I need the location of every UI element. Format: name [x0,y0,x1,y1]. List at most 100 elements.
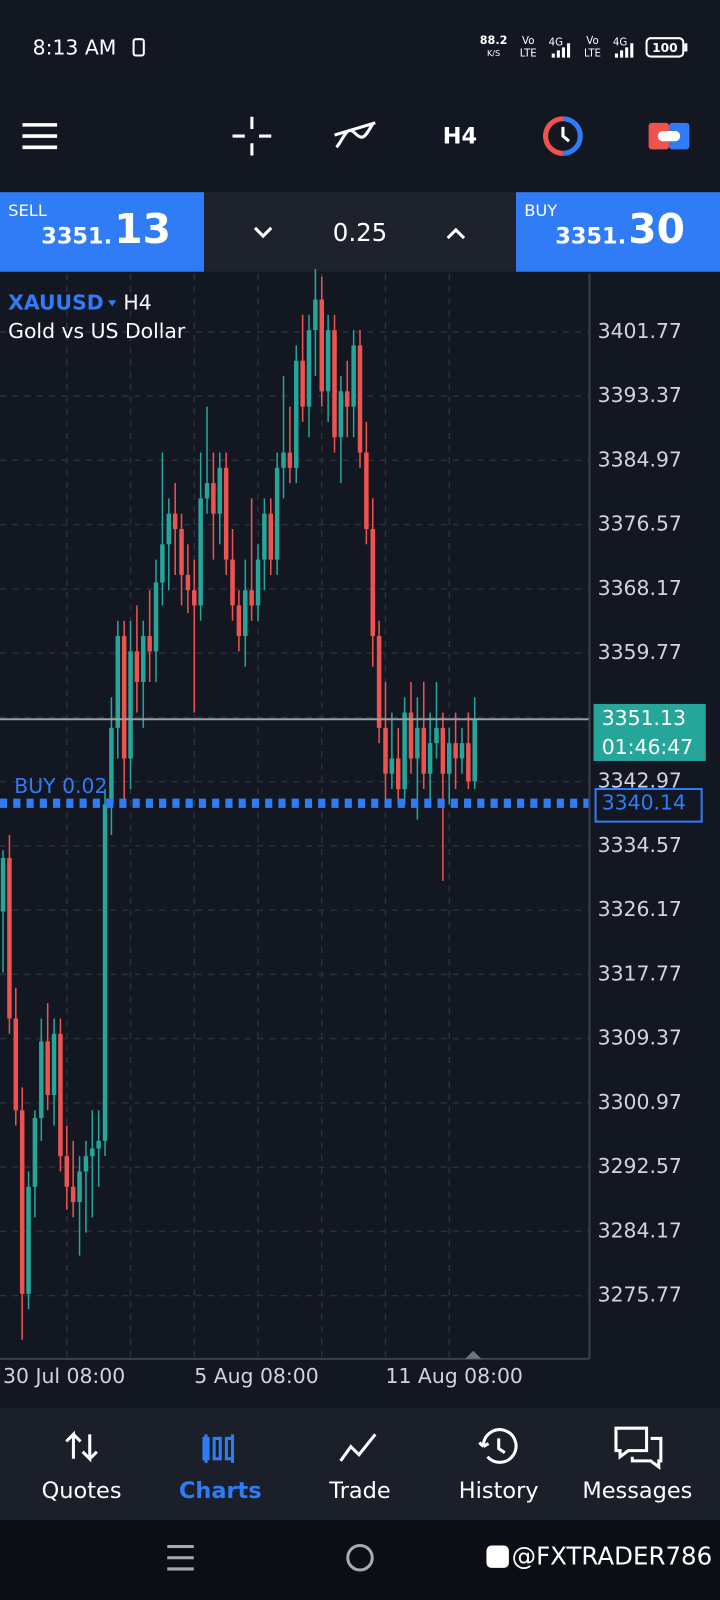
sim1-vo: Vo [522,36,534,47]
candle-body [389,758,395,774]
y-tick-label: 3342.97 [598,769,682,793]
candle-body [396,758,401,790]
candle-body [58,1033,63,1157]
candle-body [128,651,133,759]
y-tick-label: 3300.97 [598,1090,682,1114]
facebook-icon [486,1545,509,1568]
candle-body [472,719,477,782]
overlays: 3351.13 01:46:47 BUY 0.02 3340.14 [0,703,706,823]
candle-body [147,636,152,652]
candle-body [370,528,375,637]
candle-body [19,1110,25,1294]
y-tick-label: 3309.37 [598,1026,682,1050]
y-tick-label: 3317.77 [598,961,682,985]
candle-body [383,727,388,774]
candle-body [294,360,299,468]
candle-body [325,330,331,392]
candle-body [319,299,324,392]
candle-body [160,544,165,583]
watermark: @FXTRADER786 [512,1542,713,1571]
sell-price-main: 3351. [41,224,112,250]
candle-body [115,636,121,728]
trade-toggle-button[interactable] [648,122,690,150]
nav-item[interactable]: Trade [328,1478,390,1504]
system-nav: @FXTRADER786 [0,1520,720,1600]
candle-body [90,1148,95,1157]
candle-body [345,391,350,407]
buy-button[interactable] [516,192,720,272]
menu-button[interactable] [22,123,58,150]
volume-up[interactable] [446,227,466,240]
buy-label: BUY [524,201,557,220]
symbol[interactable]: XAUUSD [8,290,104,314]
candle-body [230,559,235,606]
candle-body [446,743,452,774]
trade-panel: SELL 3351. 13 0.25 BUY 3351. 30 [0,192,720,272]
chart-timeframe: H4 [123,290,151,314]
net-speed-unit: K/S [487,48,500,58]
objects-button[interactable] [543,116,583,156]
messages-icon [614,1426,663,1471]
sim2-lte: LTE [584,48,601,59]
candle-body [223,467,229,560]
candle-body [109,727,114,805]
candle-body [255,559,261,606]
y-tick-label: 3376.57 [598,512,682,536]
trade-icon [339,1433,377,1462]
home-button[interactable] [346,1543,374,1572]
price-label-box [593,703,706,762]
nav-item[interactable]: Messages [582,1478,692,1504]
grid: 3401.77 3393.37 3384.97 3376.57 3368.17 3359.… [0,273,682,1388]
candle-body [332,330,337,438]
candle-body [153,582,159,652]
buy-price-big: 30 [628,205,685,253]
indicators-button[interactable] [334,121,376,149]
sell-button[interactable] [0,192,204,272]
candle-body [415,727,420,759]
candle-body [96,1140,101,1149]
toolbar: H4 [22,116,690,156]
recents-button[interactable] [167,1544,194,1571]
volume[interactable]: 0.25 [333,218,387,247]
y-tick-label: 3284.17 [598,1218,682,1242]
icon-part [562,116,583,156]
symbol-dropdown[interactable] [108,300,117,307]
candle-body [434,727,439,744]
candle-body [376,636,382,728]
volume-down[interactable] [253,226,273,239]
charts-icon [202,1434,235,1463]
crosshair-button[interactable] [232,116,272,156]
candle-body [32,1117,38,1187]
nav-item[interactable]: Quotes [42,1478,122,1504]
timeframe-button[interactable]: H4 [443,124,477,150]
signal-2 [614,43,634,58]
history-icon [478,1428,518,1464]
candle-body [51,1033,57,1095]
status-bar: 8:13 AM 88.2 K/S Vo LTE 4G Vo LTE 4G 100 [33,34,688,59]
nav-item[interactable]: History [459,1478,539,1504]
candle-body [408,712,414,759]
candle-body [26,1186,31,1294]
nav-item[interactable]: Charts [179,1478,262,1504]
candle-body [211,483,216,514]
x-tick-label: 30 Jul 08:00 [3,1364,125,1388]
candle-body [440,727,446,774]
candle-body [102,804,108,1141]
quotes-icon [65,1430,98,1463]
candle-body [172,513,178,529]
sim2-vo: Vo [586,36,598,47]
candle-body [281,452,286,468]
icon-part [561,126,571,143]
candle-body [45,1041,50,1095]
order-label: BUY 0.02 [14,774,107,798]
signal-1 [551,43,571,58]
bottom-nav: Quotes Charts Trade History Messages [0,1407,720,1520]
x-tick-label: 11 Aug 08:00 [385,1364,522,1388]
x-tick-label: 5 Aug 08:00 [194,1364,318,1388]
candle-body [39,1041,44,1118]
price-label: 3351.13 [602,706,686,730]
y-tick-label: 3292.57 [598,1154,682,1178]
candle-body [357,345,363,453]
